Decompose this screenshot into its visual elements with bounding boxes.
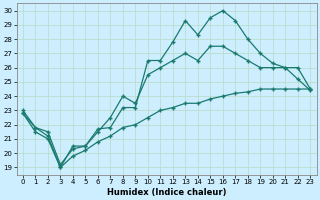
X-axis label: Humidex (Indice chaleur): Humidex (Indice chaleur) — [107, 188, 226, 197]
